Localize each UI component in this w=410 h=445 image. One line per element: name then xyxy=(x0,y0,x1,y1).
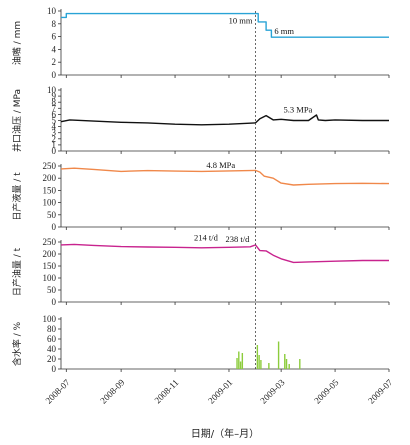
choke-ytick-label: 4 xyxy=(52,44,57,54)
oil-rate-ytick-label: 100 xyxy=(43,273,57,283)
liquid-rate-ytick-label: 0 xyxy=(52,222,57,232)
x-tick-label: 2008-11 xyxy=(152,377,180,405)
water-cut-bar xyxy=(299,359,301,369)
tubing-pressure-ytick-label: 0 xyxy=(52,146,57,156)
oil-rate-ytick-label: 250 xyxy=(43,237,57,247)
choke-ytick-label: 8 xyxy=(52,19,57,29)
water-cut-bar xyxy=(268,363,270,369)
water-cut-bar xyxy=(239,361,242,369)
choke-ytick-label: 0 xyxy=(52,70,57,80)
water-cut-ytick-label: 20 xyxy=(47,354,57,364)
water-cut-bar xyxy=(288,364,290,369)
oil-rate-series-line xyxy=(60,243,389,264)
water-cut-bar xyxy=(238,351,240,369)
tubing-pressure-ytick-label: 4 xyxy=(52,122,57,132)
liquid-rate-ytick-label: 100 xyxy=(43,198,57,208)
oil-rate-ylabel: 日产油量 / t xyxy=(11,247,23,296)
oil-rate-ytick-label: 0 xyxy=(52,297,57,307)
tubing-pressure-annotation: 5.3 MPa xyxy=(284,105,313,115)
tubing-pressure-ylabel: 井口油压 / MPa xyxy=(11,89,23,152)
water-cut-ylabel: 含水率 / % xyxy=(11,321,23,366)
water-cut-ytick-label: 100 xyxy=(43,314,57,324)
x-tick-label: 2009-05 xyxy=(312,377,341,406)
choke-ytick-label: 6 xyxy=(52,32,57,42)
water-cut-bar xyxy=(236,358,238,369)
oil-rate-ytick-label: 50 xyxy=(47,285,57,295)
water-cut-bar xyxy=(285,359,288,369)
choke-ylabel: 油嘴 / mm xyxy=(11,21,23,65)
x-tick-label: 2009-01 xyxy=(206,377,234,405)
tubing-pressure-ytick-label: 3 xyxy=(52,128,57,138)
choke-ytick-label: 2 xyxy=(52,57,57,67)
liquid-rate-ytick-label: 250 xyxy=(43,161,57,171)
water-cut-ytick-label: 0 xyxy=(52,364,57,374)
x-axis-label: 日期/（年–月） xyxy=(191,427,259,440)
oil-rate-annotation: 214 t/d xyxy=(194,233,219,243)
water-cut-bar xyxy=(277,341,280,369)
oil-rate-ytick-label: 150 xyxy=(43,261,57,271)
tubing-pressure-ytick-label: 5 xyxy=(52,116,57,126)
water-cut-ytick-label: 60 xyxy=(47,334,57,344)
choke-annotation: 10 mm xyxy=(229,16,253,26)
liquid-rate-series-line xyxy=(60,167,390,186)
choke-ytick-label: 10 xyxy=(47,6,57,16)
water-cut-ytick-label: 40 xyxy=(47,344,57,354)
water-cut-bar xyxy=(260,360,262,369)
liquid-rate-ytick-label: 150 xyxy=(43,185,57,195)
liquid-rate-ytick-label: 200 xyxy=(43,173,57,183)
x-tick-label: 2008-07 xyxy=(43,377,72,406)
tubing-pressure-ytick-label: 9 xyxy=(52,91,57,101)
liquid-rate-annotation: 4.8 MPa xyxy=(206,160,235,170)
x-tick-label: 2009-07 xyxy=(366,377,395,406)
tubing-pressure-ytick-label: 1 xyxy=(52,140,57,150)
water-cut-bar xyxy=(284,354,286,369)
choke-annotation: 6 mm xyxy=(274,26,294,36)
tubing-pressure-ytick-label: 6 xyxy=(52,109,57,119)
tubing-pressure-ytick-label: 2 xyxy=(52,134,57,144)
oil-rate-annotation: 238 t/d xyxy=(226,234,251,244)
water-cut-bar xyxy=(258,355,260,369)
choke-series-line xyxy=(61,12,389,38)
oil-rate-ytick-label: 200 xyxy=(43,249,57,259)
tubing-pressure-ytick-label: 8 xyxy=(52,97,57,107)
tubing-pressure-ytick-label: 10 xyxy=(47,85,57,95)
water-cut-bar xyxy=(241,353,244,369)
water-cut-ytick-label: 80 xyxy=(47,324,57,334)
water-cut-bar xyxy=(256,345,259,369)
liquid-rate-ytick-label: 50 xyxy=(47,210,57,220)
liquid-rate-ylabel: 日产液量 / t xyxy=(11,172,23,221)
tubing-pressure-ytick-label: 7 xyxy=(52,103,57,113)
tubing-pressure-series-line xyxy=(60,114,389,126)
x-tick-label: 2008-09 xyxy=(98,377,127,406)
x-tick-label: 2009-03 xyxy=(258,377,287,406)
